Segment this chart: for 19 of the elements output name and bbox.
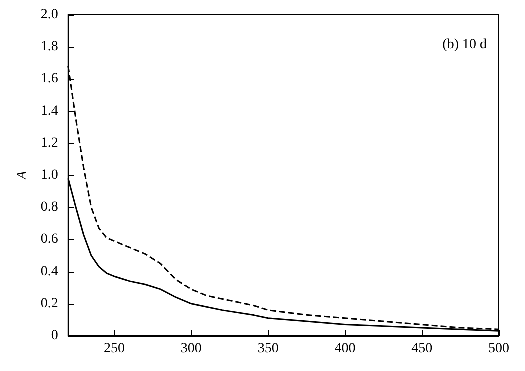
y-tick-label: 0	[51, 328, 58, 344]
y-axis-title: A	[16, 170, 30, 181]
y-tick-label: 1.8	[40, 40, 58, 55]
x-tick-label: 300	[180, 342, 202, 356]
y-tick-label: 0.6	[40, 232, 58, 248]
y-tick-label: 0.2	[40, 296, 58, 312]
annotation: (b) 10 d	[442, 38, 488, 52]
y-tick-label: 0.8	[40, 200, 58, 216]
y-tick-label: 1.0	[40, 168, 58, 183]
y-tick-label: 1.6	[40, 72, 58, 87]
x-tick-label: 400	[334, 342, 356, 356]
x-tick-label: 250	[104, 342, 126, 356]
x-tick-label: 500	[488, 342, 510, 356]
y-tick-label: 1.2	[40, 136, 58, 151]
x-tick-label: 450	[412, 342, 433, 356]
y-tick-label: 1.4	[40, 104, 58, 119]
x-tick-label: 350	[258, 342, 279, 356]
y-tick-label: 2.0	[40, 8, 58, 22]
y-tick-label: 0.4	[40, 264, 58, 280]
